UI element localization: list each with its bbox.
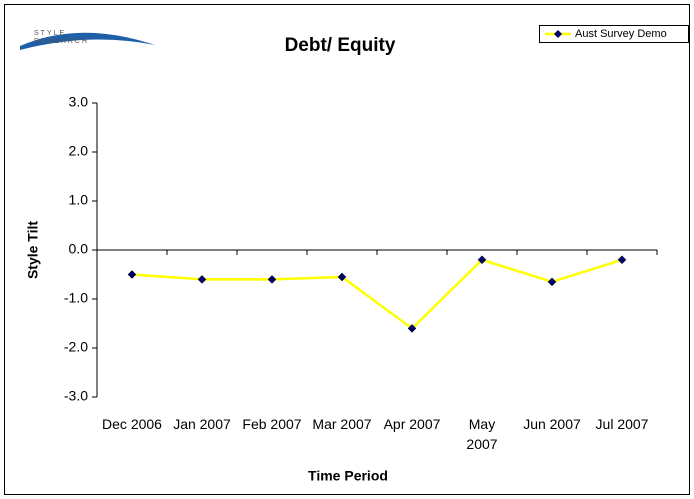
- y-tick-label: 3.0: [69, 94, 89, 110]
- y-tick-label: -1.0: [64, 290, 88, 306]
- y-tick-label: -3.0: [64, 388, 88, 404]
- data-point: [477, 255, 487, 265]
- logo-text: RESEARCH: [34, 38, 89, 45]
- y-axis-title: Style Tilt: [25, 221, 41, 279]
- chart-title: Debt/ Equity: [285, 35, 396, 56]
- x-tick-label: Apr 2007: [383, 416, 441, 432]
- x-tick-label: Jan 2007: [173, 416, 231, 432]
- x-tick-label: Jun 2007: [523, 416, 581, 432]
- legend-label: Aust Survey Demo: [575, 28, 667, 40]
- legend-marker: [554, 30, 562, 38]
- y-tick-label: 0.0: [69, 241, 89, 257]
- y-tick-label: -2.0: [64, 339, 88, 355]
- data-point: [267, 275, 277, 284]
- data-point: [337, 272, 347, 282]
- data-point: [617, 255, 627, 265]
- y-tick-label: 2.0: [69, 143, 89, 159]
- x-tick-label: May 2007: [466, 416, 498, 452]
- x-tick-label: Dec 2006: [102, 416, 162, 432]
- data-point: [127, 270, 137, 279]
- x-tick-label: Jul 2007: [595, 416, 649, 432]
- y-tick-label: 1.0: [69, 192, 89, 208]
- logo-swoosh: [20, 32, 155, 50]
- x-axis-title: Time Period: [308, 468, 388, 484]
- series-line: [131, 258, 623, 331]
- data-point: [547, 277, 557, 287]
- x-tick-label: Mar 2007: [312, 416, 372, 432]
- data-point: [407, 324, 417, 333]
- logo-text: STYLE: [34, 30, 66, 37]
- data-point: [197, 275, 207, 284]
- x-tick-label: Feb 2007: [242, 416, 302, 432]
- legend-box: [539, 25, 689, 43]
